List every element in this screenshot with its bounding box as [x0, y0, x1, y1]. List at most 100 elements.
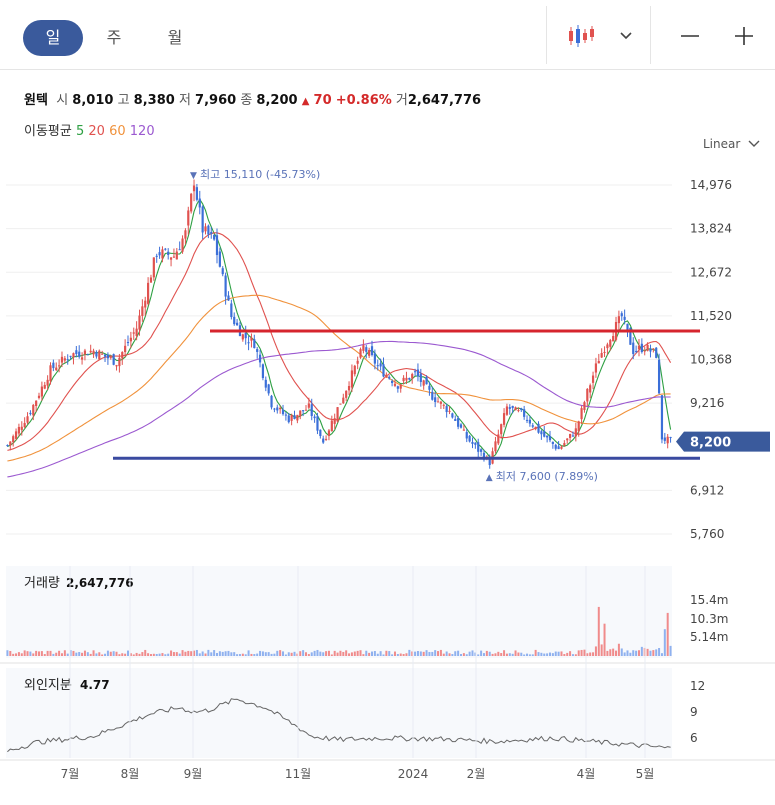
volume-bar [336, 652, 339, 656]
candle-body [474, 442, 477, 445]
volume-bar [129, 653, 132, 656]
volume-bar [534, 649, 537, 656]
candle-body [195, 187, 199, 200]
volume-bar [132, 654, 135, 656]
plus-icon[interactable] [724, 18, 764, 54]
candle [164, 247, 167, 251]
candle-body [494, 441, 497, 452]
volume-bar [342, 651, 345, 656]
candle [319, 429, 322, 439]
candle-body [333, 418, 336, 424]
candle-body [190, 193, 193, 212]
volume-bar [12, 653, 15, 656]
candle [161, 246, 164, 263]
high-value: 8,380 [133, 93, 175, 108]
volume-bar [477, 654, 480, 656]
volume-bar [302, 650, 305, 656]
volume-bar [43, 654, 46, 656]
candle-body [235, 322, 239, 326]
candle [103, 354, 107, 362]
candle [640, 338, 643, 354]
volume-bar [293, 651, 296, 656]
candle-body [462, 429, 465, 431]
candle [546, 435, 549, 443]
candle-body [405, 377, 408, 381]
price-axis-label: 12,672 [690, 265, 732, 279]
candle [477, 438, 480, 458]
volume-axis-label: 10.3m [690, 612, 728, 626]
volume-bar [560, 651, 563, 656]
candle-body [629, 327, 632, 345]
candle [49, 362, 52, 385]
volume-bar [238, 654, 241, 656]
tab-month[interactable]: 월 [167, 28, 183, 47]
minus-icon[interactable] [670, 18, 710, 54]
candle-body [560, 446, 563, 449]
candle [55, 362, 58, 372]
candle-body [169, 257, 173, 260]
volume-bar [327, 650, 330, 656]
candle-body [606, 344, 609, 349]
candle [413, 368, 417, 376]
volume-bar [345, 650, 348, 656]
candle-body [112, 354, 115, 365]
candle [405, 371, 408, 385]
candle [557, 441, 560, 450]
open-value: 8,010 [72, 93, 114, 108]
candle-body [663, 437, 666, 441]
candle-body [210, 231, 213, 234]
volume-bar [468, 651, 471, 656]
candle-body [124, 345, 127, 353]
volume-bar [434, 650, 437, 656]
candle-body [218, 251, 221, 267]
chevron-down-icon[interactable] [606, 18, 646, 54]
volume-bar [600, 644, 603, 656]
candle-body [106, 354, 110, 359]
candle [204, 223, 207, 235]
candle-body [353, 365, 356, 375]
time-axis-label: 4월 [577, 767, 596, 781]
candle [649, 344, 652, 358]
candle [46, 375, 49, 390]
volume-bar [368, 652, 371, 656]
volume-bar [528, 654, 531, 656]
candle [419, 368, 422, 387]
moving-average-legend[interactable]: 이동평균 5 20 60 120 [24, 120, 155, 139]
candle [353, 364, 356, 377]
candle-body [439, 401, 443, 404]
change-percent: +0.86% [335, 93, 392, 108]
volume-bar [350, 652, 353, 656]
candle [391, 379, 394, 387]
tab-week[interactable]: 주 [106, 28, 122, 47]
candle-body [284, 414, 287, 416]
tab-day[interactable]: 일 [23, 20, 83, 56]
candle-body [32, 404, 35, 416]
volume-bar [635, 650, 638, 656]
volume-bar [517, 652, 520, 656]
candle [281, 404, 285, 416]
candle-body [290, 414, 293, 421]
candle [92, 348, 95, 358]
candle [276, 404, 279, 414]
volume-bar [592, 652, 595, 656]
volume-bar [382, 654, 385, 656]
volume-bar [442, 653, 445, 656]
candle-body [563, 443, 566, 446]
candle [299, 410, 302, 420]
candle-body [86, 354, 89, 356]
candle-body [181, 238, 184, 252]
candle-body [408, 378, 411, 380]
candle-body [141, 306, 144, 317]
scale-selector[interactable]: Linear [703, 137, 760, 151]
candle-body [83, 350, 87, 355]
candle-body [514, 407, 517, 411]
volume-bar [198, 653, 201, 656]
candle-body [350, 370, 354, 388]
volume-bar [279, 650, 282, 656]
candle [339, 403, 342, 405]
candle [190, 192, 193, 214]
time-axis-label: 2월 [467, 767, 486, 781]
volume-bar [164, 654, 167, 656]
candlestick-icon[interactable] [562, 18, 602, 54]
